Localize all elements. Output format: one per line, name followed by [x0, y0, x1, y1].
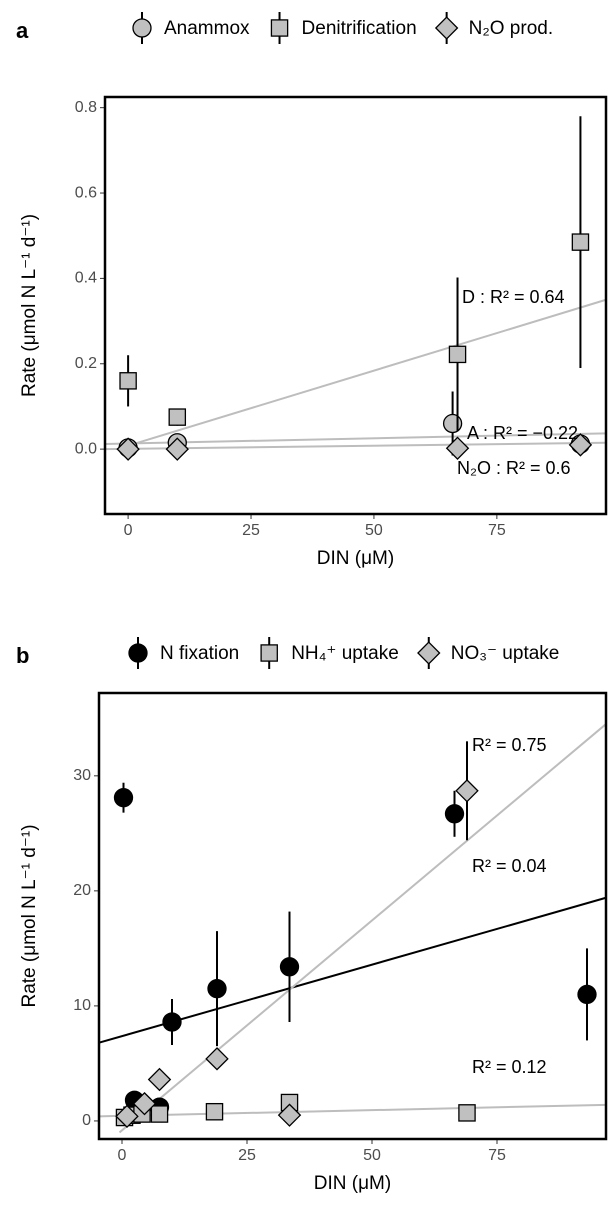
- legend-label: Denitrification: [302, 18, 417, 39]
- x-tick-label: 0: [118, 1147, 127, 1164]
- y-axis-title: Rate (μmol N L⁻¹ d⁻¹): [19, 824, 40, 1007]
- annotation: R² = 0.12: [472, 1057, 547, 1077]
- x-tick-label: 25: [238, 1147, 256, 1164]
- annotation: N₂O : R² = 0.6: [457, 458, 571, 478]
- point: [434, 16, 459, 40]
- point: [277, 1103, 302, 1127]
- fit-line: [98, 896, 607, 1044]
- point: [417, 641, 441, 665]
- x-tick-label: 0: [124, 522, 133, 539]
- annotation: R² = 0.75: [472, 735, 547, 755]
- fit-line: [104, 441, 607, 451]
- point: [168, 408, 187, 426]
- point: [116, 437, 140, 461]
- y-tick-label: 0.6: [75, 184, 97, 201]
- plot-frame: [103, 95, 608, 516]
- point: [455, 779, 479, 803]
- point: [577, 984, 597, 1005]
- fit-line: [98, 1103, 607, 1118]
- point: [442, 413, 463, 434]
- point: [165, 437, 189, 461]
- point: [568, 433, 593, 457]
- point: [270, 19, 289, 37]
- y-tick-label: 20: [73, 882, 91, 899]
- fit-line: [127, 298, 607, 447]
- point: [205, 1102, 224, 1121]
- point: [448, 345, 467, 364]
- point: [147, 1067, 172, 1092]
- point: [119, 372, 137, 390]
- point: [128, 643, 148, 663]
- plot-frame: [97, 691, 608, 1141]
- panel-tag: b: [16, 643, 29, 668]
- x-tick-label: 25: [242, 522, 260, 539]
- x-tick-label: 75: [488, 522, 506, 539]
- point: [162, 1012, 182, 1032]
- y-axis-title: Rate (μmol N L⁻¹ d⁻¹): [19, 214, 40, 397]
- x-tick-label: 75: [488, 1147, 506, 1164]
- fit-line: [104, 432, 607, 446]
- point: [150, 1105, 169, 1123]
- point: [444, 804, 465, 824]
- y-tick-label: 0.8: [75, 99, 97, 116]
- x-axis-title: DIN (μM): [314, 1173, 391, 1194]
- panel-tag: a: [16, 18, 29, 43]
- legend-label: N fixation: [160, 643, 239, 664]
- x-tick-label: 50: [365, 522, 383, 539]
- legend-label: N₂O prod.: [469, 18, 553, 39]
- panel: b N fixation NH₄⁺ uptake NO₃⁻ uptake 0 10 20 30…: [16, 637, 608, 1194]
- y-tick-label: 0.2: [75, 355, 97, 372]
- point: [132, 18, 152, 38]
- annotation: A : R² = −0.22: [467, 423, 578, 443]
- point: [571, 233, 590, 251]
- y-tick-label: 30: [73, 767, 91, 784]
- point: [445, 436, 470, 460]
- legend-label: NH₄⁺ uptake: [291, 643, 399, 664]
- point: [115, 1104, 139, 1129]
- point: [458, 1104, 476, 1122]
- y-tick-label: 10: [73, 997, 91, 1014]
- annotation: D : R² = 0.64: [462, 287, 565, 307]
- x-tick-label: 50: [363, 1147, 381, 1164]
- fit-line: [118, 723, 607, 1134]
- legend-label: NO₃⁻ uptake: [451, 643, 560, 664]
- point: [132, 1091, 157, 1116]
- point: [260, 644, 278, 662]
- point: [279, 957, 300, 977]
- y-tick-label: 0: [82, 1112, 91, 1129]
- point: [113, 788, 134, 808]
- panel: a Anammox Denitrification N₂O prod. 0.0 0.2 0.…: [16, 12, 608, 569]
- point: [207, 978, 227, 999]
- y-tick-label: 0.4: [75, 270, 97, 287]
- y-tick-label: 0.0: [75, 440, 97, 457]
- annotation: R² = 0.04: [472, 856, 547, 876]
- x-axis-title: DIN (μM): [317, 548, 394, 569]
- point: [205, 1047, 229, 1071]
- legend-label: Anammox: [164, 18, 250, 39]
